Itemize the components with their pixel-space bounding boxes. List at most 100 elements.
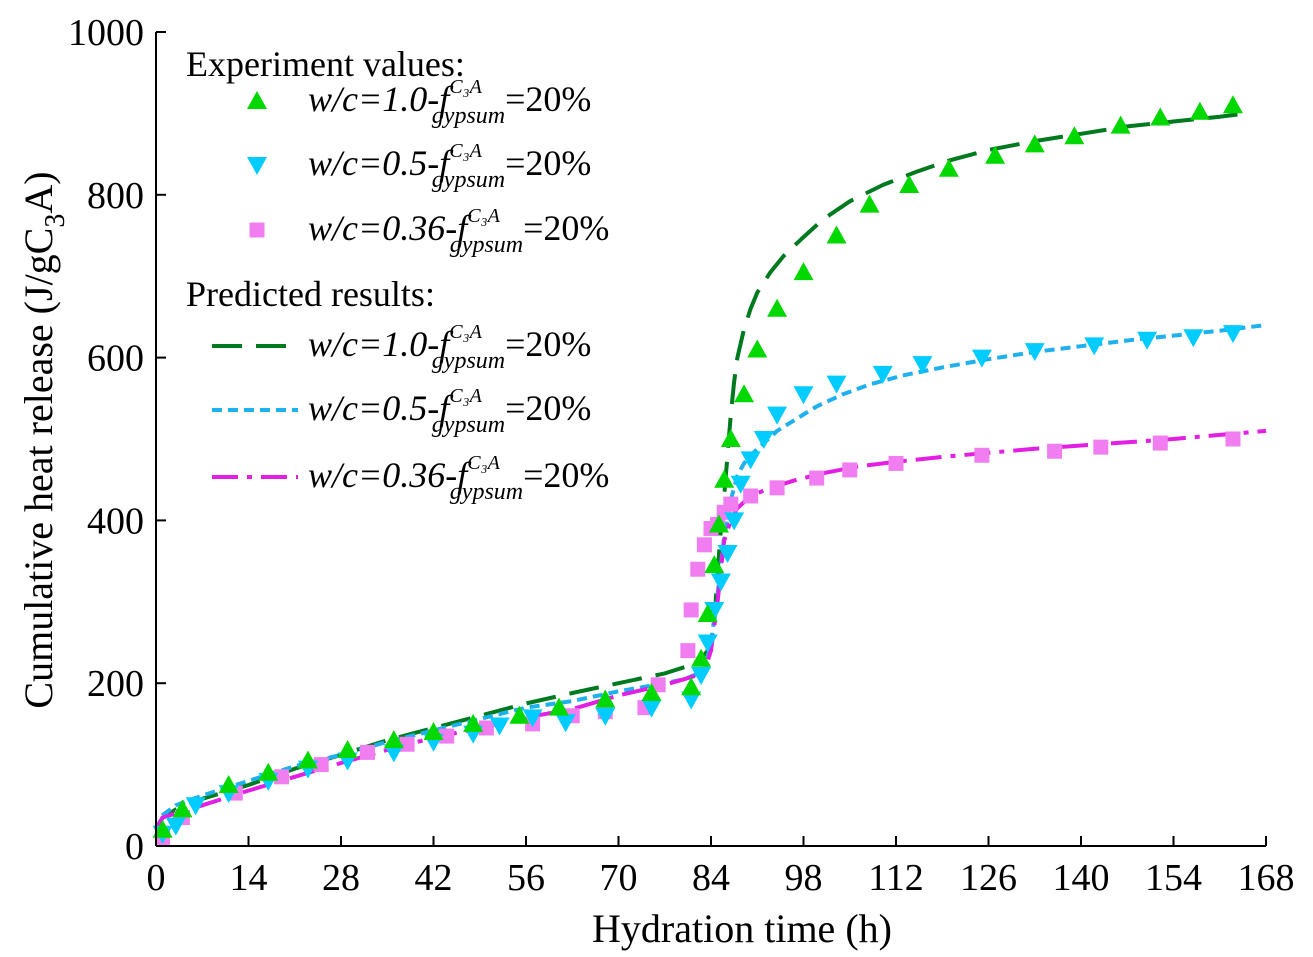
data-point-wc10 bbox=[826, 225, 847, 244]
data-point-wc036 bbox=[974, 447, 990, 463]
legend-label-sup: C₃A bbox=[449, 321, 482, 343]
legend-label: w/c=0.5-fC₃A gypsum=20% bbox=[308, 140, 591, 193]
data-point-wc10 bbox=[218, 774, 239, 793]
legend-label-sub: gypsum bbox=[450, 232, 523, 258]
legend-label-prefix: w/c=0.5-f bbox=[308, 143, 454, 183]
legend-label: w/c=0.36-fC₃A gypsum=20% bbox=[308, 452, 609, 505]
data-point-wc05 bbox=[912, 356, 933, 375]
data-point-wc10 bbox=[152, 819, 173, 838]
legend-label-suffix: =20% bbox=[505, 324, 591, 364]
legend-label-sup: C₃A bbox=[449, 76, 482, 98]
legend-label-sub: gypsum bbox=[450, 479, 523, 505]
data-point-wc05 bbox=[826, 375, 847, 394]
data-point-wc10 bbox=[938, 158, 959, 177]
data-point-wc036 bbox=[1047, 443, 1063, 459]
data-point-wc036 bbox=[690, 561, 706, 577]
x-tick-label: 70 bbox=[600, 857, 638, 899]
legend-label-prefix: w/c=1.0-f bbox=[308, 79, 454, 119]
data-point-wc10 bbox=[1024, 134, 1045, 153]
axes: 0 14 28 42 56 70 84 98 112 126 140 154 168 0 200 400 60… bbox=[68, 12, 1295, 899]
legend-label-prefix: w/c=0.36-f bbox=[308, 455, 472, 495]
data-point-wc10 bbox=[708, 514, 729, 533]
legend-label-prefix: w/c=0.5-f bbox=[308, 388, 454, 428]
x-tick-label: 0 bbox=[147, 857, 166, 899]
data-point-wc036 bbox=[1152, 435, 1168, 451]
data-point-wc05 bbox=[1137, 331, 1158, 350]
data-point-wc10 bbox=[1150, 107, 1171, 126]
data-point-wc10 bbox=[691, 648, 712, 667]
data-point-wc05 bbox=[1183, 329, 1204, 348]
data-point-wc05 bbox=[1222, 325, 1243, 344]
legend-label: w/c=0.5-fC₃A gypsum=20% bbox=[308, 385, 591, 438]
x-tick-label: 42 bbox=[415, 857, 453, 899]
data-point-wc036 bbox=[842, 462, 858, 478]
data-point-wc05 bbox=[1084, 337, 1105, 356]
data-point-wc036 bbox=[809, 470, 825, 486]
data-point-wc05 bbox=[740, 451, 761, 470]
data-point-wc05 bbox=[697, 634, 718, 653]
legend-label-sup: C₃A bbox=[449, 140, 482, 162]
data-point-wc05 bbox=[165, 817, 186, 836]
data-point-wc10 bbox=[337, 739, 358, 758]
y-tick-label: 200 bbox=[87, 663, 144, 705]
data-point-wc036 bbox=[274, 769, 290, 785]
data-point-wc10 bbox=[595, 689, 616, 708]
y-axis-title-end: A) bbox=[16, 171, 61, 213]
legend-entries: w/c=1.0-fC₃A gypsum=20%w/c=0.5-fC₃A gypsum… bbox=[212, 76, 609, 505]
legend-label-suffix: =20% bbox=[505, 143, 591, 183]
data-point-wc10 bbox=[463, 713, 484, 732]
data-point-wc036 bbox=[399, 736, 415, 752]
data-point-wc036 bbox=[359, 744, 375, 760]
data-point-wc05 bbox=[717, 544, 738, 563]
data-point-wc10 bbox=[1110, 115, 1131, 134]
legend: Experiment values: Predicted results: w/… bbox=[186, 44, 609, 505]
x-tick-label: 28 bbox=[322, 857, 360, 899]
data-point-wc10 bbox=[641, 682, 662, 701]
data-point-wc05 bbox=[595, 707, 616, 726]
legend-predicted-header: Predicted results: bbox=[186, 274, 435, 314]
legend-label-sub: gypsum bbox=[432, 167, 505, 193]
x-axis-title: Hydration time (h) bbox=[592, 906, 892, 951]
data-point-wc05 bbox=[691, 667, 712, 686]
legend-label-sup: C₃A bbox=[449, 385, 482, 407]
data-point-wc036 bbox=[888, 455, 904, 471]
data-point-wc036 bbox=[743, 488, 759, 504]
data-point-wc036 bbox=[723, 496, 739, 512]
legend-label-sub: gypsum bbox=[432, 103, 505, 129]
data-point-wc036 bbox=[680, 643, 696, 659]
x-tick-label: 140 bbox=[1053, 857, 1110, 899]
data-point-wc036 bbox=[313, 757, 329, 773]
data-point-wc10 bbox=[383, 730, 404, 749]
y-tick-label: 600 bbox=[87, 338, 144, 380]
legend-marker-wc10 bbox=[247, 91, 267, 109]
data-point-wc05 bbox=[489, 717, 510, 736]
data-point-wc05 bbox=[753, 431, 774, 449]
legend-label-prefix: w/c=0.36-f bbox=[308, 208, 472, 248]
data-point-wc05 bbox=[681, 691, 702, 710]
data-point-wc10 bbox=[1189, 101, 1210, 120]
data-point-wc10 bbox=[793, 262, 814, 281]
legend-label: w/c=1.0-fC₃A gypsum=20% bbox=[308, 76, 591, 129]
y-tick-label: 1000 bbox=[68, 12, 144, 54]
y-tick-label: 400 bbox=[87, 500, 144, 542]
data-point-wc05 bbox=[555, 714, 576, 733]
y-axis-title-main: Cumulative heat release (J/gC bbox=[16, 228, 61, 709]
data-point-wc10 bbox=[1222, 95, 1243, 114]
data-point-wc10 bbox=[509, 705, 530, 724]
data-point-wc10 bbox=[297, 750, 318, 769]
data-point-wc10 bbox=[767, 298, 788, 317]
data-point-wc10 bbox=[549, 697, 570, 716]
data-point-wc05 bbox=[730, 475, 751, 494]
legend-label: w/c=1.0-fC₃A gypsum=20% bbox=[308, 321, 591, 374]
x-tick-label: 154 bbox=[1145, 857, 1202, 899]
legend-label-suffix: =20% bbox=[523, 455, 609, 495]
legend-marker-wc05 bbox=[247, 157, 267, 175]
data-point-wc10 bbox=[423, 722, 444, 741]
legend-label-sup: C₃A bbox=[467, 205, 500, 227]
data-point-wc10 bbox=[704, 555, 725, 574]
y-axis-title-sub: 3 bbox=[40, 214, 71, 228]
data-point-wc10 bbox=[714, 469, 735, 488]
legend-label-sup: C₃A bbox=[467, 452, 500, 474]
x-tick-label: 98 bbox=[785, 857, 823, 899]
